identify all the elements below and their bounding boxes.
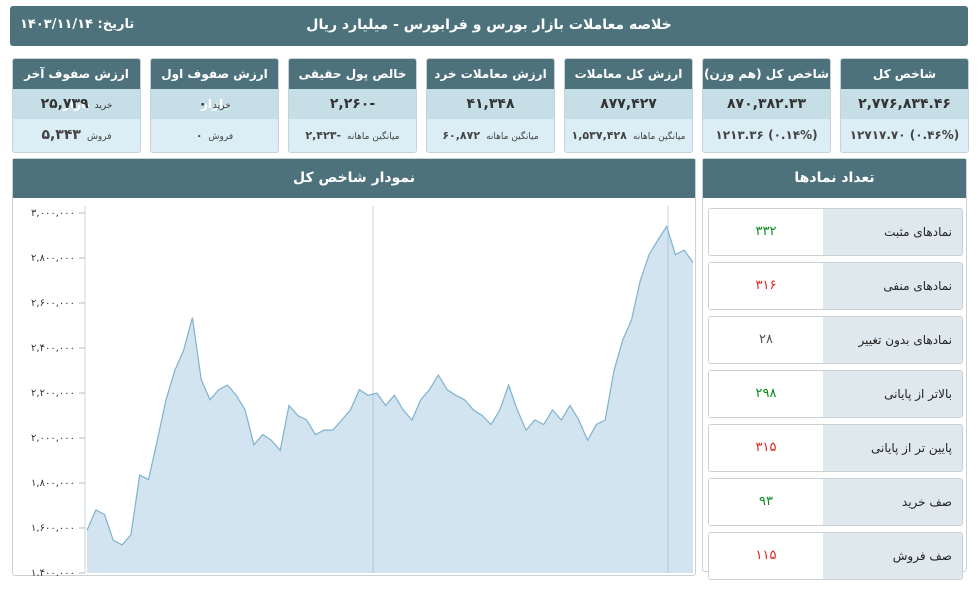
sell-label: فروش bbox=[208, 132, 234, 142]
card-title: ارزش صفوف اول بازار bbox=[151, 59, 278, 111]
card-buy: خرید ۰ bbox=[151, 89, 278, 119]
chart-title: نمودار شاخص کل bbox=[13, 159, 695, 198]
count-row: صف خرید ۹۳ bbox=[708, 478, 963, 526]
header: خلاصه معاملات بازار بورس و فرابورس - میل… bbox=[10, 6, 968, 46]
counts-title: تعداد نمادها bbox=[703, 159, 966, 198]
sub-label: میانگین ماهانه bbox=[347, 132, 400, 142]
y-tick-label: ۳,۰۰۰,۰۰۰ bbox=[31, 208, 75, 219]
count-value: ۲۸ bbox=[709, 317, 823, 363]
card: ارزش صفوف اول بازار خرید ۰ فروش ۰ bbox=[150, 58, 279, 153]
count-label: نمادهای منفی bbox=[822, 263, 962, 309]
sell-value: ۵,۳۴۳ bbox=[41, 127, 81, 143]
sub-value: ۱,۵۳۷,۴۲۸ bbox=[571, 129, 627, 142]
y-tick-label: ۲,۲۰۰,۰۰۰ bbox=[31, 388, 75, 399]
count-value: ۳۱۵ bbox=[709, 425, 823, 471]
card-value: ۲,۷۷۶,۸۳۴.۴۶ bbox=[841, 89, 968, 119]
card-sell: فروش ۵,۳۴۳ bbox=[13, 119, 140, 152]
count-value: ۱۱۵ bbox=[709, 533, 823, 579]
count-row: صف فروش ۱۱۵ bbox=[708, 532, 963, 580]
count-value: ۹۳ bbox=[709, 479, 823, 525]
sub-value: ۶۰,۸۷۲ bbox=[442, 129, 481, 142]
card: ارزش معاملات خرد ۴۱,۳۴۸ میانگین ماهانه ۶۰… bbox=[426, 58, 555, 153]
card-buy: خرید ۲۵,۷۳۹ bbox=[13, 89, 140, 119]
card-sub: میانگین ماهانه ۱,۵۳۷,۴۲۸ bbox=[565, 119, 692, 152]
card-sub: میانگین ماهانه ۶۰,۸۷۲ bbox=[427, 119, 554, 152]
line bbox=[86, 225, 694, 546]
header-title: خلاصه معاملات بازار بورس و فرابورس - میل… bbox=[306, 17, 672, 33]
area bbox=[87, 226, 693, 573]
sell-label: فروش bbox=[86, 132, 112, 142]
count-value: ۳۱۶ bbox=[709, 263, 823, 309]
y-tick-label: ۲,۶۰۰,۰۰۰ bbox=[31, 298, 75, 309]
buy-value: ۰ bbox=[198, 96, 207, 112]
chart-panel: نمودار شاخص کل bbox=[12, 158, 696, 576]
card-title: ارزش صفوف آخر بازار bbox=[13, 59, 140, 111]
counts-panel: تعداد نمادها bbox=[702, 158, 967, 572]
card: شاخص کل (هم وزن) ۸۷۰,۳۸۲.۳۳ (۰.۱۴%) ۱۲۱۳… bbox=[702, 58, 831, 153]
card: خالص پول حقیقی -۲,۲۶۰ میانگین ماهانه -۲,۴… bbox=[288, 58, 417, 153]
count-row: بالاتر از پایانی ۲۹۸ bbox=[708, 370, 963, 418]
y-tick-label: ۱,۴۰۰,۰۰۰ bbox=[31, 568, 75, 576]
sell-value: ۰ bbox=[195, 129, 203, 142]
card-sell: فروش ۰ bbox=[151, 119, 278, 152]
y-tick-label: ۱,۸۰۰,۰۰۰ bbox=[31, 478, 75, 489]
card-value: ۸۷۰,۳۸۲.۳۳ bbox=[703, 89, 830, 119]
y-tick-label: ۲,۰۰۰,۰۰۰ bbox=[31, 433, 75, 444]
card-change: (۰.۱۴%) ۱۲۱۳.۳۶ bbox=[703, 119, 830, 152]
buy-value: ۲۵,۷۳۹ bbox=[40, 96, 89, 112]
header-date: تاریخ: ۱۴۰۳/۱۱/۱۴ bbox=[20, 17, 135, 32]
count-label: بالاتر از پایانی bbox=[822, 371, 962, 417]
sub-label: میانگین ماهانه bbox=[632, 132, 686, 142]
card: ارزش کل معاملات ۸۷۷,۴۲۷ میانگین ماهانه ۱,… bbox=[564, 58, 693, 153]
card-title: شاخص کل (هم وزن) bbox=[703, 59, 830, 89]
card-title: شاخص کل bbox=[841, 59, 968, 89]
card: ارزش صفوف آخر بازار خرید ۲۵,۷۳۹ فروش ۵,۳۴۳ bbox=[12, 58, 141, 153]
count-label: نمادهای بدون تغییر bbox=[822, 317, 962, 363]
y-tick-label: ۱,۶۰۰,۰۰۰ bbox=[31, 523, 75, 534]
sub-label: میانگین ماهانه bbox=[486, 132, 539, 142]
card-sub: میانگین ماهانه -۲,۴۲۳ bbox=[289, 119, 416, 152]
count-label: پایین تر از پایانی bbox=[822, 425, 962, 471]
card-title: ارزش معاملات خرد bbox=[427, 59, 554, 89]
card-title: خالص پول حقیقی bbox=[289, 59, 416, 89]
count-row: نمادهای منفی ۳۱۶ bbox=[708, 262, 963, 310]
card-value: ۸۷۷,۴۲۷ bbox=[565, 89, 692, 119]
y-tick-label: ۲,۴۰۰,۰۰۰ bbox=[31, 343, 75, 354]
sub-value: -۲,۴۲۳ bbox=[305, 129, 342, 142]
card-value: -۲,۲۶۰ bbox=[289, 89, 416, 119]
buy-label: خرید bbox=[94, 101, 113, 111]
count-value: ۲۹۸ bbox=[709, 371, 823, 417]
count-label: صف فروش bbox=[822, 533, 962, 579]
count-row: پایین تر از پایانی ۳۱۵ bbox=[708, 424, 963, 472]
card-value: ۴۱,۳۴۸ bbox=[427, 89, 554, 119]
count-label: صف خرید bbox=[822, 479, 962, 525]
card: شاخص کل ۲,۷۷۶,۸۳۴.۴۶ (۰.۴۶%) ۱۲۷۱۷.۷۰ bbox=[840, 58, 969, 153]
count-label: نمادهای مثبت bbox=[822, 209, 962, 255]
count-row: نمادهای مثبت ۳۳۲ bbox=[708, 208, 963, 256]
buy-label: خرید bbox=[212, 101, 231, 111]
count-row: نمادهای بدون تغییر ۲۸ bbox=[708, 316, 963, 364]
card-change: (۰.۴۶%) ۱۲۷۱۷.۷۰ bbox=[841, 119, 968, 152]
count-value: ۳۳۲ bbox=[709, 209, 823, 255]
chart: ۱,۴۰۰,۰۰۰ ۱,۶۰۰,۰۰۰ ۱,۸۰۰,۰۰۰ ۲,۰۰۰,۰۰۰ ۲,۲۰… bbox=[31, 206, 694, 576]
y-tick-label: ۲,۸۰۰,۰۰۰ bbox=[31, 253, 75, 264]
card-title: ارزش کل معاملات bbox=[565, 59, 692, 89]
